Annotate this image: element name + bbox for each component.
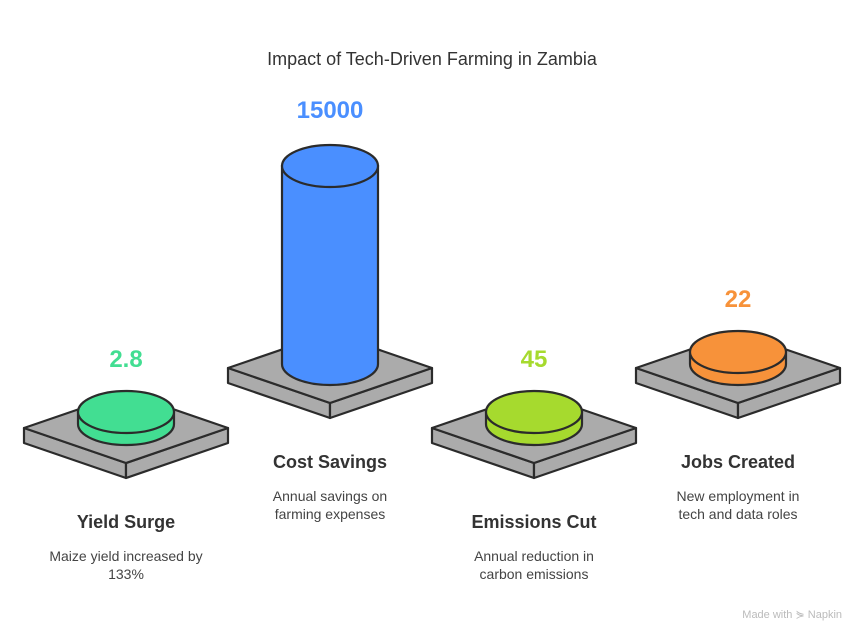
metric-value: 22 [724,286,752,313]
page-title: Impact of Tech-Driven Farming in Zambia [267,49,597,69]
description-line: Annual savings on [272,488,388,504]
metric-label: Cost Savings [272,452,388,472]
cylinder-top [76,389,176,435]
metric-value: 45 [520,346,548,373]
metric-description: Maize yield increased by 133% [26,547,226,583]
napkin-logo-icon: ⋟ [795,609,805,621]
description-line: farming expenses [274,506,386,522]
description-line: Annual reduction in [474,548,594,564]
metric-description: Annual savings on farming expenses [230,487,430,523]
watermark: Made with ⋟ Napkin [742,609,842,621]
description-line: carbon emissions [479,566,589,582]
description-line: tech and data roles [678,506,798,522]
description-line: New employment in [676,488,800,504]
cylinder-body [280,164,380,387]
description-line: 133% [108,566,144,582]
metric-label: Emissions Cut [471,512,597,532]
metric-description: New employment in tech and data roles [638,487,838,523]
cylinder-top [484,389,584,435]
description-line: Maize yield increased by [49,548,203,564]
cylinder-top [688,329,788,375]
metric-label: Jobs Created [680,452,796,472]
cylinder-top [280,143,380,189]
metric-value: 2.8 [109,346,143,373]
metric-value: 15000 [296,97,364,124]
metric-description: Annual reduction in carbon emissions [434,547,634,583]
metric-label: Yield Surge [76,512,176,532]
